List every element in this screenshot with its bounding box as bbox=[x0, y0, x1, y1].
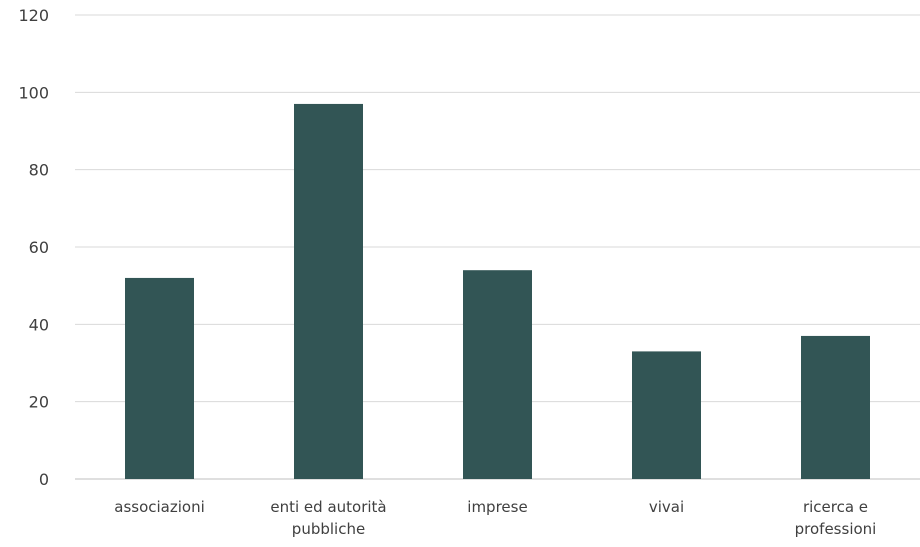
x-category-label: pubbliche bbox=[292, 520, 365, 538]
y-tick-label: 40 bbox=[29, 315, 49, 334]
bar-3 bbox=[632, 351, 701, 479]
bar-1 bbox=[294, 103, 363, 479]
bar-4 bbox=[801, 335, 870, 479]
y-tick-label: 20 bbox=[29, 393, 49, 412]
bar-2 bbox=[463, 270, 532, 479]
y-tick-label: 120 bbox=[18, 6, 49, 25]
x-category-label: vivai bbox=[649, 498, 684, 516]
y-tick-label: 100 bbox=[18, 83, 49, 102]
bar-0 bbox=[125, 277, 194, 479]
y-tick-label: 60 bbox=[29, 238, 49, 257]
x-category-label: enti ed autorità bbox=[270, 498, 386, 516]
x-category-label: associazioni bbox=[114, 498, 205, 516]
x-category-label: imprese bbox=[467, 498, 527, 516]
y-tick-label: 0 bbox=[39, 470, 49, 489]
x-axis-categories: associazioni enti ed autorità pubbliche imp… bbox=[114, 498, 876, 538]
bars bbox=[125, 103, 870, 479]
y-axis-ticks: 0 20 40 60 80 100 120 bbox=[18, 6, 49, 489]
x-category-label: professioni bbox=[795, 520, 877, 538]
x-category-label: ricerca e bbox=[803, 498, 868, 516]
y-tick-label: 80 bbox=[29, 161, 49, 180]
